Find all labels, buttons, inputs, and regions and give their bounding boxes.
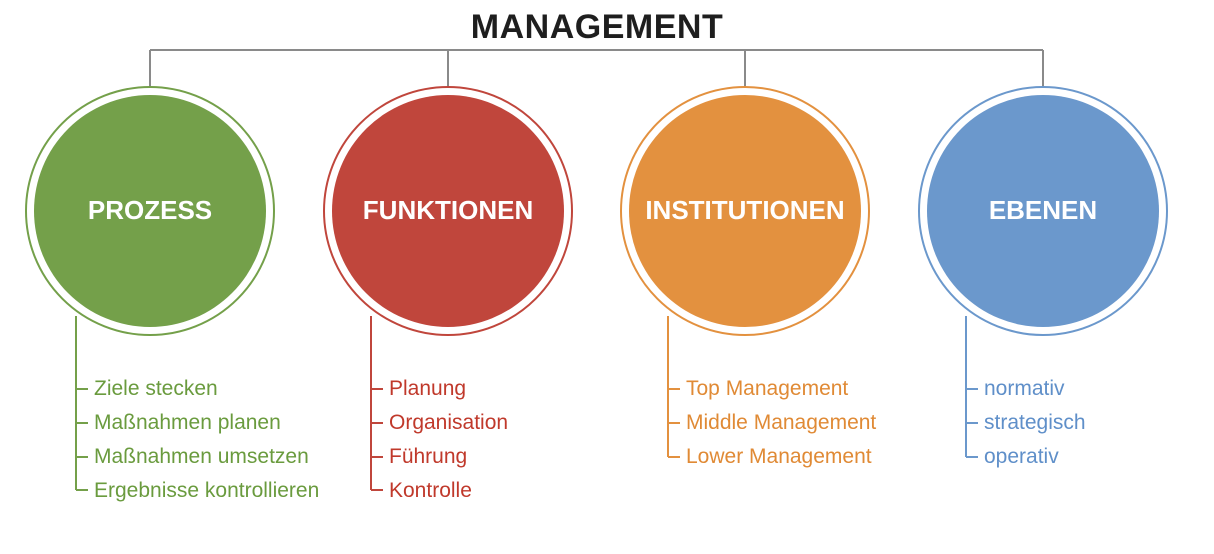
list-item: Maßnahmen planen [94,411,281,434]
list-item: Ziele stecken [94,377,218,400]
funktionen-list-connector [370,316,383,491]
list-item: Planung [389,377,467,400]
ebenen-label: EBENEN [988,195,1098,225]
connector-lines [149,49,1044,86]
list-item: Organisation [389,411,509,434]
funktionen-list: Planung Organisation Führung Kontrolle [389,372,508,508]
prozess-circle [34,95,266,327]
institutionen-list: Top Management Middle Management Lower M… [686,372,876,474]
prozess-list-connector [75,316,88,491]
list-item: Kontrolle [389,479,472,502]
list-item: Maßnahmen umsetzen [94,445,309,468]
list-item: Middle Management [686,411,877,434]
list-item: Ergebnisse kontrollieren [94,479,320,502]
institutionen-list-connector [667,316,680,458]
funktionen-circle [332,95,564,327]
list-item: Top Management [686,377,849,400]
list-item: operativ [984,445,1059,468]
funktionen-label: FUNKTIONEN [362,195,534,225]
prozess-list: Ziele stecken Maßnahmen planen Maßnahmen… [94,372,319,508]
prozess-label: PROZESS [87,195,213,225]
list-item: strategisch [984,411,1086,434]
diagram-title: MANAGEMENT [470,8,724,46]
list-item: normativ [984,377,1065,400]
ebenen-circle [927,95,1159,327]
institutionen-circle [629,95,861,327]
institutionen-label: INSTITUTIONEN [645,195,845,225]
ebenen-list: normativ strategisch operativ [984,372,1086,474]
list-item: Lower Management [686,445,872,468]
ebenen-list-connector [965,316,978,458]
list-item: Führung [389,445,468,468]
